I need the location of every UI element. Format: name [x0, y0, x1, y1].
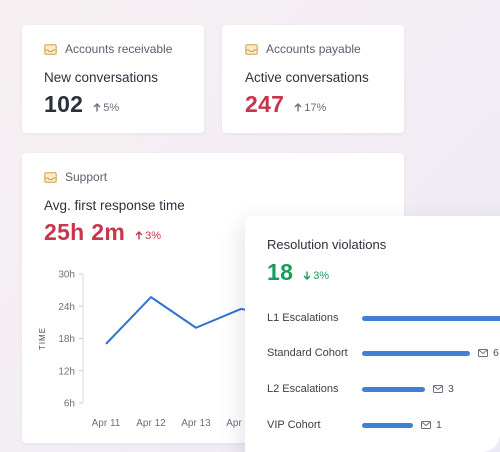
delta-value: 5% — [103, 101, 120, 114]
accounts-receivable-card[interactable]: Accounts receivable New conversations 10… — [22, 25, 204, 133]
metric-value: 247 — [245, 91, 285, 117]
violation-label: L2 Escalations — [267, 383, 339, 395]
violation-row[interactable]: L1 Escalations — [267, 308, 500, 328]
y-tick-label: 18h — [58, 334, 75, 345]
violation-row[interactable]: L2 Escalations 3 — [267, 379, 500, 399]
violation-bar — [362, 386, 425, 392]
card-header: Accounts receivable — [44, 42, 182, 56]
x-tick-label: Apr 11 — [92, 418, 121, 429]
y-tick-label: 30h — [58, 270, 75, 281]
delta-badge: 3% — [135, 230, 161, 242]
delta-badge: 5% — [93, 102, 119, 114]
accounts-payable-card[interactable]: Accounts payable Active conversations 24… — [222, 25, 404, 133]
delta-badge: 3% — [303, 270, 329, 282]
violation-bar — [362, 422, 413, 428]
delta-value: 17% — [304, 101, 327, 114]
metric-value: 18 — [267, 259, 294, 285]
violation-label: L1 Escalations — [267, 312, 339, 324]
y-tick-label: 6h — [64, 399, 75, 410]
metric-value: 102 — [44, 91, 84, 117]
mail-icon — [433, 385, 443, 393]
violation-count: 1 — [421, 419, 442, 431]
y-tick-label: 24h — [58, 302, 75, 313]
violation-bar — [362, 350, 470, 356]
y-tick-label: 12h — [58, 366, 75, 377]
arrow-up-icon — [93, 103, 101, 112]
card-header: Accounts payable — [245, 42, 381, 56]
metric-title: Active conversations — [245, 70, 369, 85]
metric-value: 25h 2m — [44, 219, 126, 245]
x-tick-label: Apr 12 — [136, 418, 166, 429]
card-category: Accounts receivable — [65, 42, 173, 56]
violation-count-value: 6 — [493, 347, 499, 359]
violation-count: 6 — [478, 347, 499, 359]
violation-label: Standard Cohort — [267, 347, 348, 359]
metric-title: Avg. first response time — [44, 198, 185, 213]
resolution-violations-card[interactable]: Resolution violations 18 3% L1 Escalatio… — [245, 216, 500, 452]
card-category: Accounts payable — [266, 42, 361, 56]
arrow-down-icon — [303, 271, 311, 280]
inbox-icon — [245, 43, 258, 55]
delta-value: 3% — [313, 269, 330, 282]
violation-row[interactable]: Standard Cohort 6 — [267, 343, 500, 363]
card-title: Resolution violations — [267, 237, 387, 252]
mail-icon — [478, 349, 488, 357]
violation-label: VIP Cohort — [267, 419, 321, 431]
violation-bar — [362, 315, 500, 321]
arrow-up-icon — [294, 103, 302, 112]
inbox-icon — [44, 43, 57, 55]
violation-count-value: 3 — [448, 383, 454, 395]
violation-count-value: 1 — [436, 419, 442, 431]
arrow-up-icon — [135, 231, 143, 240]
x-tick-label: Apr 14 — [226, 418, 256, 429]
metric-title: New conversations — [44, 70, 159, 85]
inbox-icon — [44, 171, 57, 183]
y-axis-label: TIME — [38, 327, 47, 350]
delta-badge: 17% — [294, 102, 326, 114]
delta-value: 3% — [145, 229, 161, 242]
x-tick-label: Apr 13 — [181, 418, 211, 429]
violation-count: 3 — [433, 383, 454, 395]
violation-row[interactable]: VIP Cohort 1 — [267, 415, 500, 435]
card-category: Support — [65, 170, 108, 184]
mail-icon — [421, 421, 431, 429]
card-header: Support — [44, 170, 382, 184]
